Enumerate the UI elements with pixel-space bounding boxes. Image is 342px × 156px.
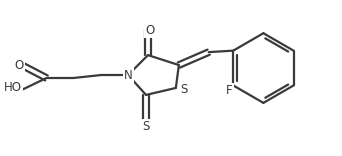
Text: S: S <box>142 120 150 133</box>
Text: N: N <box>124 68 132 82</box>
Text: S: S <box>180 83 187 96</box>
Text: F: F <box>226 84 233 97</box>
Text: O: O <box>14 58 24 72</box>
Text: O: O <box>145 24 155 37</box>
Text: HO: HO <box>4 81 22 94</box>
